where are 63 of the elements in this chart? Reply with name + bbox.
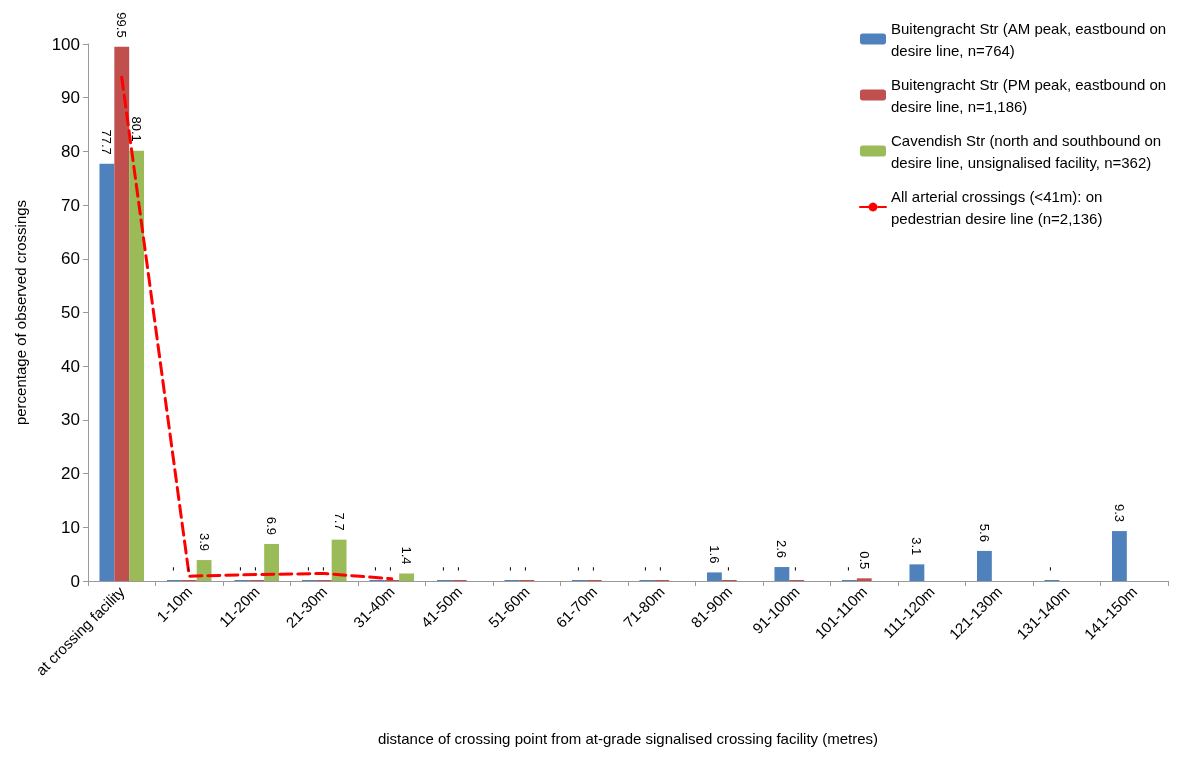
data-label: - [721,566,737,571]
y-tick-label: 40 [61,356,80,376]
bar [129,150,145,581]
data-label: - [234,566,250,571]
y-tick-label: 50 [61,303,80,322]
bar [99,163,115,581]
data-label: 1.6 [706,545,722,564]
data-label: - [639,566,655,571]
y-tick-label: 100 [51,34,80,54]
data-label: - [841,566,857,571]
legend-label: All arterial crossings (<41m): on pedestrian desire line (n=2,136) [891,187,1107,227]
y-tick-label: 90 [61,88,80,108]
data-label: 99.5 [114,12,130,38]
y-tick-label: 0 [70,571,80,591]
data-label: - [504,566,520,571]
data-label: 6.9 [264,516,280,535]
bar [909,564,925,581]
data-label: 0.5 [856,551,872,570]
data-label: 3.9 [196,532,212,552]
y-tick-label: 60 [61,249,80,269]
bar [264,543,280,581]
data-label: - [654,566,670,571]
data-label: - [519,566,535,571]
bar [331,539,347,581]
bar [399,573,415,581]
data-label: 3.1 [909,537,925,556]
bar [114,46,130,581]
y-tick-label: 20 [61,464,80,484]
data-label: - [789,566,805,571]
data-label: 7.7 [331,512,347,531]
data-label: - [451,566,467,571]
legend-label: Cavendish Str (north and southbound on desire line, unsignalised facility, n=362) [891,131,1166,171]
data-label: 1.4 [399,546,415,565]
bar [856,578,872,581]
data-label: - [316,566,332,571]
data-label: - [1044,566,1060,571]
data-label: - [181,566,197,571]
data-label: 2.6 [774,539,790,559]
data-label: 9.3 [1111,503,1127,523]
bar [1111,531,1127,581]
bar [976,550,992,581]
data-label: - [249,566,265,571]
y-tick-label: 10 [61,517,80,537]
data-label: - [586,566,602,571]
y-tick-label: 70 [61,195,80,215]
line-series [120,75,394,581]
data-label: - [166,566,182,571]
data-label: - [384,566,400,571]
data-label: 80.1 [129,116,145,142]
x-axis-title: distance of crossing point from at-grade signalised crossing facility (metres) [377,730,879,747]
data-label: - [369,566,385,571]
data-label: 5.6 [976,523,992,542]
legend-label: Buitengracht Str (PM peak, eastbound on desire line, n=1,186) [891,75,1171,115]
y-tick-label: 30 [61,410,80,430]
data-label: - [571,566,587,571]
legend-label: Buitengracht Str (AM peak, eastbound on desire line, n=764) [891,19,1171,59]
y-tick-label: 80 [61,141,80,161]
data-label: 77.7 [99,129,115,155]
bar [774,567,790,581]
bar [706,572,722,581]
data-label: - [301,566,317,571]
y-axis-title: percentage of observed crossings [12,199,29,426]
data-label: - [436,566,452,571]
